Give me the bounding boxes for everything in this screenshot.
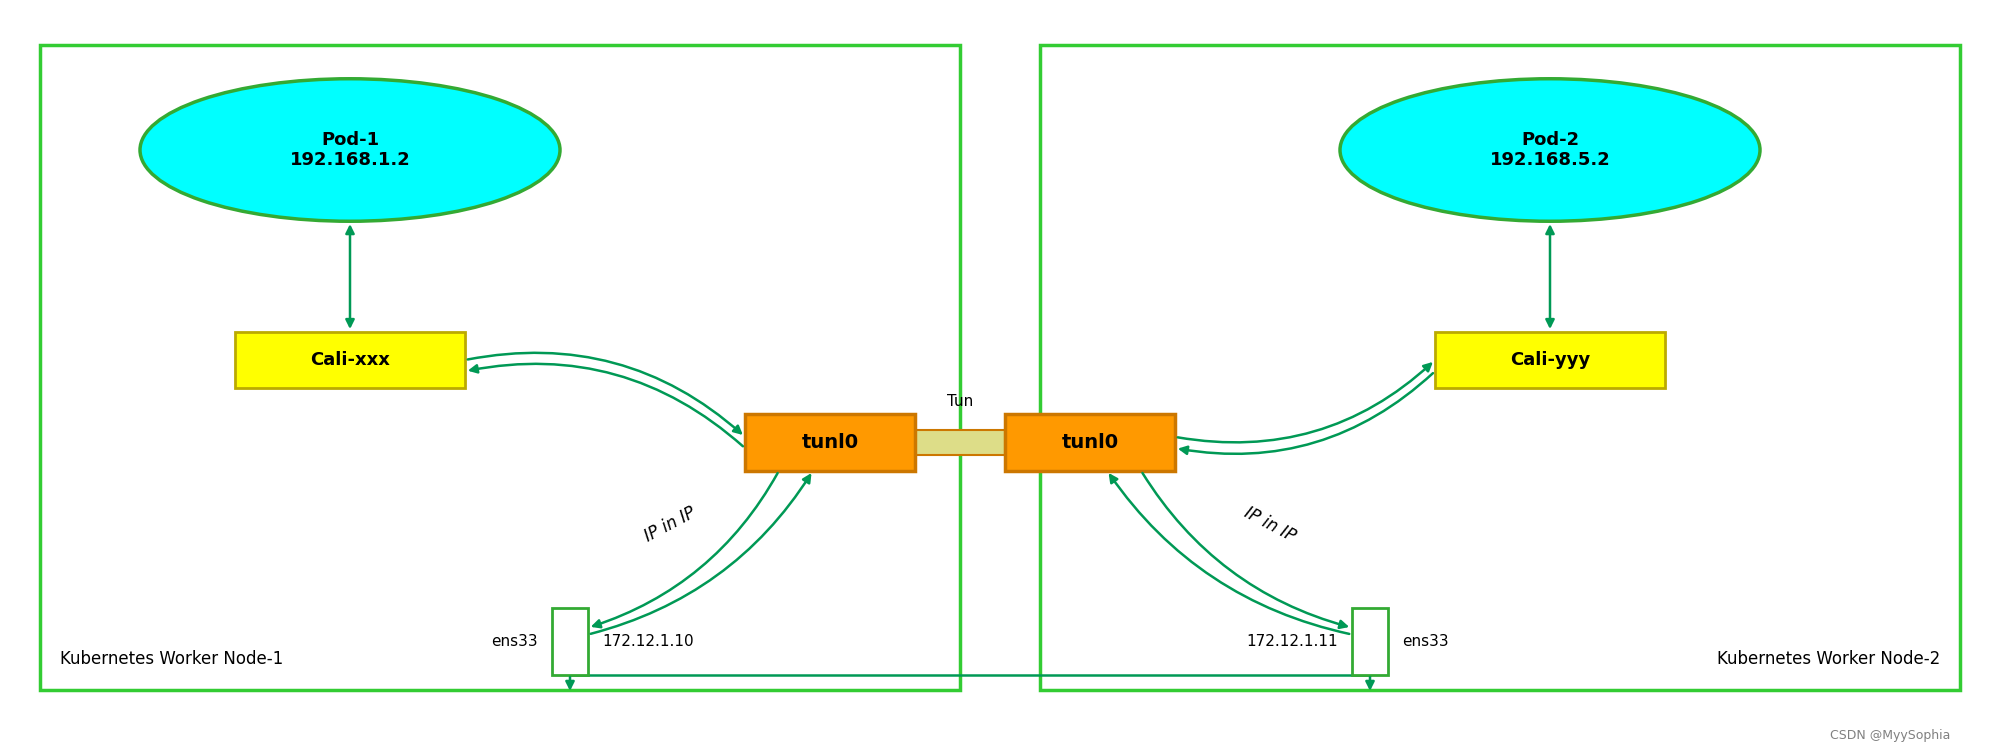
Text: IP in IP: IP in IP xyxy=(642,504,698,546)
Ellipse shape xyxy=(1340,79,1760,221)
FancyBboxPatch shape xyxy=(914,430,1004,455)
FancyBboxPatch shape xyxy=(40,45,960,690)
FancyBboxPatch shape xyxy=(236,332,464,388)
Text: 172.12.1.11: 172.12.1.11 xyxy=(1246,634,1338,649)
FancyBboxPatch shape xyxy=(744,414,916,471)
Text: tunl0: tunl0 xyxy=(802,433,858,452)
FancyBboxPatch shape xyxy=(552,608,588,675)
Text: CSDN @MyySophia: CSDN @MyySophia xyxy=(1830,730,1950,742)
Text: Pod-1
192.168.1.2: Pod-1 192.168.1.2 xyxy=(290,130,410,170)
Text: Pod-2
192.168.5.2: Pod-2 192.168.5.2 xyxy=(1490,130,1610,170)
Text: Cali-yyy: Cali-yyy xyxy=(1510,351,1590,369)
Text: 172.12.1.10: 172.12.1.10 xyxy=(602,634,694,649)
Text: Cali-xxx: Cali-xxx xyxy=(310,351,390,369)
Text: IP in IP: IP in IP xyxy=(1242,504,1298,546)
FancyBboxPatch shape xyxy=(1436,332,1664,388)
Text: Tun: Tun xyxy=(946,394,974,409)
Text: ens33: ens33 xyxy=(492,634,538,649)
Text: ens33: ens33 xyxy=(1402,634,1448,649)
FancyBboxPatch shape xyxy=(1040,45,1960,690)
Text: Kubernetes Worker Node-1: Kubernetes Worker Node-1 xyxy=(60,650,284,668)
Ellipse shape xyxy=(140,79,560,221)
FancyBboxPatch shape xyxy=(1006,414,1176,471)
Text: Kubernetes Worker Node-2: Kubernetes Worker Node-2 xyxy=(1716,650,1940,668)
Text: tunl0: tunl0 xyxy=(1062,433,1118,452)
FancyBboxPatch shape xyxy=(1352,608,1388,675)
